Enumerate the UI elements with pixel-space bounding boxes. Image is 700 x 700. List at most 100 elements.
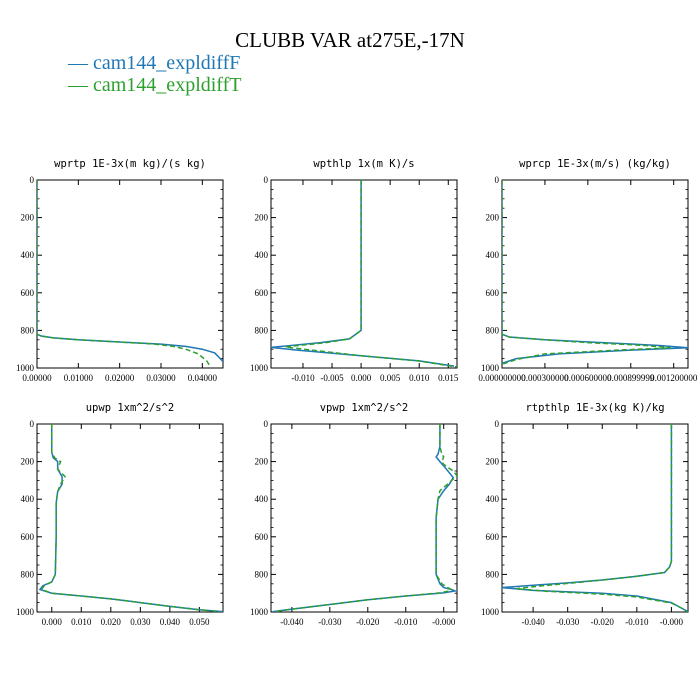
x-tick-label: -0.010 (625, 617, 649, 627)
y-tick-label: 1000 (250, 363, 269, 373)
x-tick-label: 0.020 (101, 617, 122, 627)
series-line-2 (285, 180, 457, 368)
x-tick-label: 0.02000 (105, 373, 135, 383)
x-tick-label: 0.010 (71, 617, 92, 627)
x-tick-label: -0.005 (320, 373, 344, 383)
panel-4: upwp 1xm^2/s^2 0 200 400 600 800 1000 0.000 0.01… (16, 402, 224, 627)
y-tick-label: 400 (255, 494, 269, 504)
y-tick-label: 600 (21, 288, 35, 298)
series-line-1 (38, 424, 223, 612)
x-tick-label: 0.050 (189, 617, 210, 627)
series-line-1 (271, 180, 455, 367)
y-tick-label: 1000 (16, 363, 35, 373)
y-tick-label: 400 (486, 494, 500, 504)
y-tick-label: 200 (21, 457, 35, 467)
y-tick-label: 1000 (250, 607, 269, 617)
panel-title: upwp 1xm^2/s^2 (86, 402, 175, 414)
y-tick-label: 0 (495, 419, 500, 429)
y-tick-label: 600 (255, 532, 269, 542)
y-tick-label: 0 (30, 175, 35, 185)
y-tick-label: 0 (264, 175, 269, 185)
y-tick-label: 200 (21, 213, 35, 223)
x-tick-label: 0.00000 (22, 373, 52, 383)
y-tick-label: 200 (255, 457, 269, 467)
x-tick-label: -0.020 (591, 617, 615, 627)
x-tick-label: 0.010 (409, 373, 430, 383)
panel-title: wprcp 1E-3x(m/s) (kg/kg) (519, 158, 671, 170)
x-tick-label: 0.000 (351, 373, 372, 383)
y-tick-label: 800 (255, 569, 269, 579)
y-tick-label: 1000 (481, 363, 500, 373)
x-tick-label: 0.000000000 (478, 373, 526, 383)
panel-6: rtpthlp 1E-3x(kg K)/kg 0 200 400 600 800 1000 -… (481, 402, 689, 627)
panel-title: wprtp 1E-3x(m kg)/(s kg) (54, 158, 206, 170)
y-tick-label: 800 (21, 569, 35, 579)
panel-title: rtpthlp 1E-3x(kg K)/kg (525, 402, 664, 414)
series-line-1 (272, 424, 457, 612)
x-tick-label: -0.030 (318, 617, 342, 627)
series-line-1 (502, 424, 688, 612)
y-tick-label: 400 (486, 250, 500, 260)
x-tick-label: -0.010 (291, 373, 315, 383)
panel-5: vpwp 1xm^2/s^2 0 200 400 600 800 1000 -0.040 -0.… (250, 402, 458, 627)
panel-title: vpwp 1xm^2/s^2 (320, 402, 409, 414)
y-tick-label: 0 (30, 419, 35, 429)
y-tick-label: 800 (486, 569, 500, 579)
x-tick-label: -0.030 (556, 617, 580, 627)
y-tick-label: 600 (255, 288, 269, 298)
plot-frame (501, 423, 689, 613)
panel-title: wpthlp 1x(m K)/s (313, 158, 414, 170)
figure-title: CLUBB VAR at275E,-17N (235, 28, 465, 52)
x-tick-label: 0.015 (438, 373, 459, 383)
series-line-1 (37, 180, 223, 362)
x-tick-label: -0.010 (394, 617, 418, 627)
plot-frame (270, 179, 458, 369)
y-tick-label: 800 (255, 325, 269, 335)
x-tick-label: -0.000 (660, 617, 684, 627)
plot-frame (501, 179, 689, 369)
x-tick-label: 0.000300000 (521, 373, 569, 383)
y-tick-label: 400 (21, 250, 35, 260)
panel-2: wpthlp 1x(m K)/s 0 200 400 600 800 1000 -0.010-… (250, 158, 459, 383)
series-line-2 (502, 180, 671, 365)
series-line-2 (274, 424, 457, 612)
y-tick-label: 600 (21, 532, 35, 542)
x-tick-label: 0.04000 (188, 373, 218, 383)
x-tick-label: 0.000899999 (607, 373, 655, 383)
y-tick-label: 400 (21, 494, 35, 504)
y-tick-label: 1000 (16, 607, 35, 617)
plot-frame (270, 423, 458, 613)
x-tick-label: -0.020 (356, 617, 380, 627)
series-line-2 (515, 424, 688, 612)
y-tick-label: 800 (21, 325, 35, 335)
panel-3: wprcp 1E-3x(m/s) (kg/kg) 0 200 400 600 800 100… (478, 158, 697, 383)
y-tick-label: 0 (264, 419, 269, 429)
x-tick-label: 0.01000 (64, 373, 94, 383)
x-tick-label: 0.001200000 (650, 373, 698, 383)
y-tick-label: 0 (495, 175, 500, 185)
series-line-2 (37, 180, 212, 368)
x-tick-label: 0.000600000 (564, 373, 612, 383)
y-tick-label: 600 (486, 532, 500, 542)
legend-entry-expldiffF: — cam144_expldiffF (68, 52, 241, 74)
x-tick-label: 0.030 (130, 617, 151, 627)
y-tick-label: 600 (486, 288, 500, 298)
y-tick-label: 800 (486, 325, 500, 335)
y-tick-label: 200 (255, 213, 269, 223)
plot-frame (36, 179, 224, 369)
x-tick-label: 0.000 (42, 617, 63, 627)
x-tick-label: 0.040 (160, 617, 181, 627)
y-tick-label: 1000 (481, 607, 500, 617)
series-line-1 (502, 180, 688, 365)
plot-frame (36, 423, 224, 613)
y-tick-label: 200 (486, 213, 500, 223)
x-tick-label: -0.000 (432, 617, 456, 627)
y-tick-label: 200 (486, 457, 500, 467)
x-tick-label: 0.03000 (146, 373, 176, 383)
x-tick-label: -0.040 (280, 617, 304, 627)
series-line-2 (40, 424, 221, 612)
x-tick-label: -0.040 (521, 617, 545, 627)
x-tick-label: 0.005 (380, 373, 401, 383)
panel-1: wprtp 1E-3x(m kg)/(s kg) 0 200 400 600 800 100… (16, 158, 224, 383)
